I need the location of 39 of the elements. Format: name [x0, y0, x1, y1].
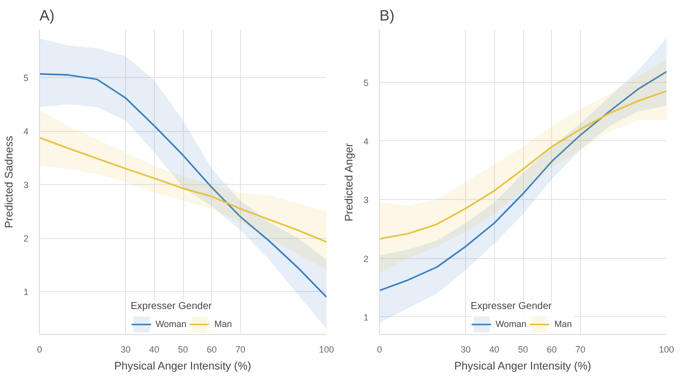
y-tick-label: 4 — [23, 126, 29, 137]
x-tick-label: 50 — [518, 344, 528, 354]
y-tick-label: 4 — [363, 136, 369, 146]
x-tick-label: 30 — [460, 344, 471, 354]
x-axis-title: Physical Anger Intensity (%) — [454, 360, 592, 372]
line-series — [380, 90, 666, 240]
x-tick-label: 70 — [235, 344, 246, 354]
y-tick-label: 1 — [23, 287, 29, 298]
y-axis-title: Predicted Anger — [343, 142, 356, 222]
y-tick-label: 5 — [363, 78, 369, 88]
legend-label: Man — [214, 319, 233, 329]
y-tick-label: 2 — [23, 234, 29, 244]
x-tick-label: 100 — [658, 344, 674, 354]
y-tick-label: 1 — [363, 312, 369, 322]
x-tick-label: 0 — [376, 344, 382, 354]
x-tick-label: 100 — [318, 344, 334, 354]
legend-label: Woman — [496, 319, 526, 329]
x-tick-label: 60 — [546, 344, 557, 354]
y-tick-label: 3 — [363, 195, 369, 206]
x-tick-label: 70 — [575, 344, 586, 354]
x-axis-title: Physical Anger Intensity (%) — [114, 360, 252, 372]
x-tick-label: 60 — [206, 344, 217, 354]
y-tick-label: 5 — [23, 73, 29, 84]
x-tick-label: 50 — [178, 344, 188, 354]
chart-title: B) — [380, 8, 395, 24]
y-axis-title: Predicted Sadness — [3, 135, 16, 228]
x-tick-label: 0 — [36, 344, 42, 354]
y-tick-label: 2 — [363, 254, 369, 264]
chart-title: A) — [40, 8, 55, 24]
legend-label: Woman — [156, 319, 186, 329]
legend-label: Man — [554, 319, 573, 329]
y-tick-label: 3 — [23, 180, 29, 190]
legend-title: Expresser Gender — [470, 301, 553, 312]
line-series — [40, 136, 326, 243]
line-series — [40, 73, 326, 298]
legend-title: Expresser Gender — [130, 301, 213, 312]
x-tick-label: 40 — [489, 344, 500, 354]
x-tick-label: 40 — [149, 344, 160, 354]
x-tick-label: 30 — [120, 344, 131, 354]
